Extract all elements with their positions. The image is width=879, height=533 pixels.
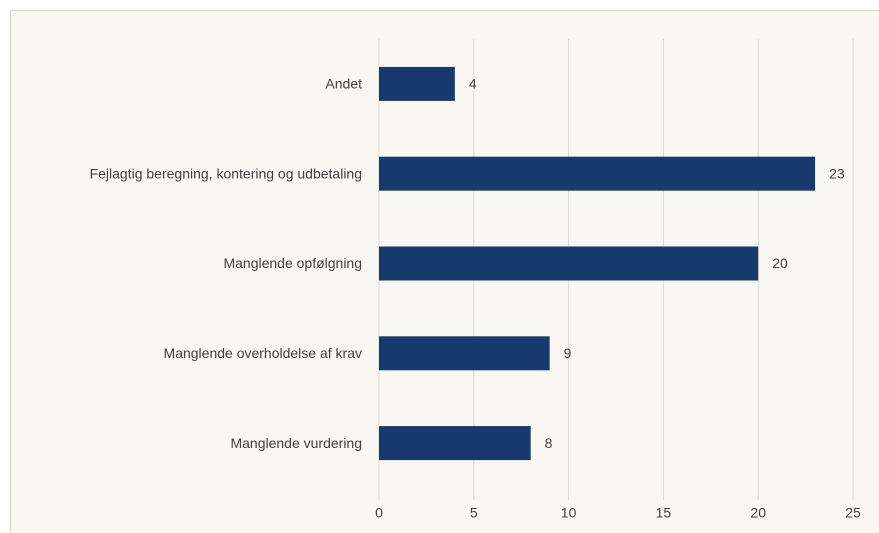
y-tick-label: Fejlagtig beregning, kontering og udbeta… [90, 165, 362, 181]
y-tick-label: Manglende overholdelse af krav [164, 345, 362, 361]
bar [379, 246, 759, 281]
data-label: 8 [545, 435, 553, 451]
data-label: 20 [772, 255, 788, 271]
x-tick-label: 15 [656, 505, 672, 521]
x-tick-label: 0 [375, 505, 383, 521]
y-tick-label: Andet [325, 76, 362, 92]
x-tick-label: 5 [470, 505, 478, 521]
x-tick-label: 25 [845, 505, 861, 521]
bar [379, 156, 816, 191]
bar [379, 336, 550, 371]
data-label: 23 [829, 165, 845, 181]
data-label: 4 [469, 76, 477, 92]
bar [379, 426, 531, 461]
bar [379, 66, 455, 101]
x-tick-label: 10 [561, 505, 577, 521]
y-tick-label: Manglende vurdering [230, 435, 362, 451]
data-label: 9 [564, 345, 572, 361]
y-tick-label: Manglende opfølgning [223, 255, 362, 271]
x-tick-label: 20 [750, 505, 766, 521]
